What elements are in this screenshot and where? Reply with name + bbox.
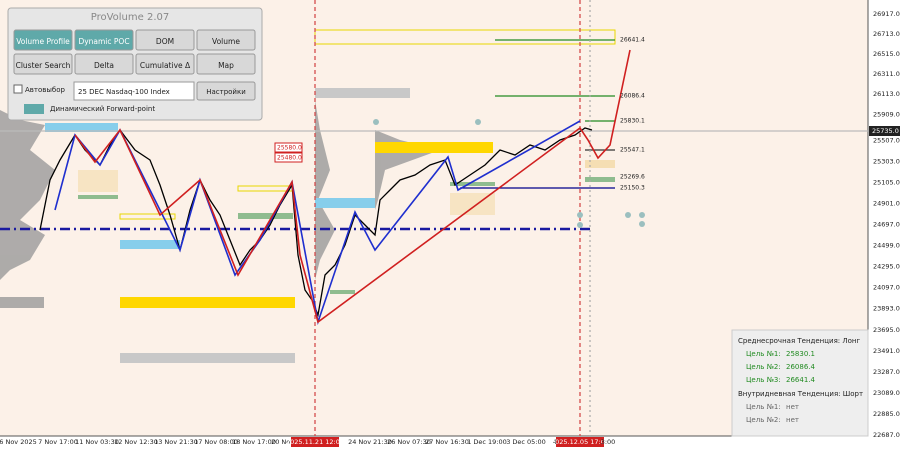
zones bbox=[45, 29, 616, 363]
target-value: нет bbox=[786, 416, 799, 424]
level-label: 25547.1 bbox=[620, 147, 645, 154]
price-label: 22885.0 bbox=[873, 410, 900, 418]
price-label: 23287.0 bbox=[873, 368, 900, 376]
price-label: 26917.0 bbox=[873, 10, 900, 18]
price-label: 22687.0 bbox=[873, 431, 900, 439]
time-label: 3 Dec 05:00 bbox=[506, 438, 546, 446]
target-name: Цель №2: bbox=[746, 363, 781, 371]
select-label: 25 DEC Nasdaq-100 Index bbox=[78, 88, 170, 96]
markers bbox=[373, 119, 645, 228]
time-axis-bg bbox=[0, 436, 868, 451]
current-price-bg bbox=[869, 126, 900, 136]
settings-label: Настройки bbox=[206, 88, 246, 96]
panel-button[interactable] bbox=[74, 53, 134, 75]
time-label: 2025.12.05 17:00 bbox=[551, 438, 609, 446]
time-highlight bbox=[556, 437, 604, 447]
provolume-panel: ProVolume 2.07 Volume Profile Dynamic POC… bbox=[7, 7, 263, 121]
price-label: 25105.0 bbox=[873, 178, 900, 186]
time-label: 24 Nov 21:30 bbox=[348, 438, 392, 446]
toggle[interactable] bbox=[24, 104, 44, 114]
time-label: 11 Nov 03:30 bbox=[75, 438, 119, 446]
time-label: 18 Nov 17:00 bbox=[232, 438, 276, 446]
panel-button[interactable] bbox=[196, 29, 256, 51]
panel-button[interactable] bbox=[74, 29, 134, 51]
current-price: 25735.0 bbox=[872, 127, 899, 135]
level-label: 25830.1 bbox=[620, 118, 645, 125]
toggle-label: Динамический Forward-point bbox=[50, 105, 155, 113]
panel-button-label: Map bbox=[218, 61, 234, 70]
panel-title: ProVolume 2.07 bbox=[91, 12, 170, 23]
zigzag-blue bbox=[54, 120, 581, 326]
price-label: 26515.0 bbox=[873, 50, 900, 58]
price-label: 24295.0 bbox=[873, 263, 900, 271]
price-label: 24901.0 bbox=[873, 199, 900, 207]
zigzag-red bbox=[74, 49, 631, 324]
target-name: Цель №1: bbox=[746, 403, 781, 411]
zone-label: 25580.0 bbox=[277, 145, 302, 152]
price-label: 23089.0 bbox=[873, 389, 900, 397]
panel-button-label: Volume Profile bbox=[16, 37, 70, 46]
trend-title: Внутридневная Тенденция: Шорт bbox=[738, 390, 863, 398]
price-label: 26311.0 bbox=[873, 70, 900, 78]
price-label: 24097.0 bbox=[873, 284, 900, 292]
price-label: 26113.0 bbox=[873, 90, 900, 98]
time-label: 3:00 bbox=[601, 438, 616, 446]
time-label: 27 Nov 16:30 bbox=[425, 438, 469, 446]
zone-label: 25480.0 bbox=[277, 155, 302, 162]
panel-button[interactable] bbox=[135, 53, 195, 75]
panel-button-label: Volume bbox=[212, 37, 240, 46]
panel-button-label: DOM bbox=[156, 37, 174, 46]
price-label: 26713.0 bbox=[873, 30, 900, 38]
target-name: Цель №1: bbox=[746, 350, 781, 358]
zone-label-box bbox=[274, 152, 303, 163]
price-line bbox=[39, 127, 593, 318]
panel-button-label: Cumulative Δ bbox=[140, 61, 191, 70]
select[interactable] bbox=[73, 81, 195, 101]
panel-button-label: Dynamic POC bbox=[78, 37, 129, 46]
level-label: 26086.4 bbox=[620, 93, 645, 100]
trend-title: Среднесрочная Тенденция: Лонг bbox=[738, 337, 860, 345]
panel-button-label: Cluster Search bbox=[16, 61, 71, 70]
price-label: 23893.0 bbox=[873, 305, 900, 313]
checkbox[interactable] bbox=[13, 84, 23, 94]
time-label: 6 Nov 2025 bbox=[0, 438, 37, 446]
time-label: 7 Nov 17:00 bbox=[38, 438, 78, 446]
target-value: 26086.4 bbox=[786, 363, 815, 371]
price-label: 24499.0 bbox=[873, 242, 900, 250]
target-value: 25830.1 bbox=[786, 350, 815, 358]
level-label: 26641.4 bbox=[620, 37, 645, 44]
price-label: 23695.0 bbox=[873, 326, 900, 334]
checkbox-label: Автовыбор bbox=[25, 86, 66, 94]
panel-button[interactable] bbox=[13, 29, 73, 51]
price-label: 25507.0 bbox=[873, 136, 900, 144]
panel-button[interactable] bbox=[196, 53, 256, 75]
target-name: Цель №3: bbox=[746, 376, 781, 384]
time-label: 2025.11.21 12:00 bbox=[286, 438, 344, 446]
panel-button[interactable] bbox=[135, 29, 195, 51]
info-box: Среднесрочная Тенденция: Лонг Цель №1: 258… bbox=[731, 329, 869, 437]
panel-button-label: Delta bbox=[94, 61, 114, 70]
settings-button[interactable] bbox=[196, 81, 256, 101]
price-label: 24697.0 bbox=[873, 221, 900, 229]
panel-button[interactable] bbox=[13, 53, 73, 75]
time-label: 1 Dec 19:00 bbox=[467, 438, 507, 446]
time-label: 17 Nov 08:00 bbox=[194, 438, 238, 446]
time-label: 13 Nov 21:30 bbox=[154, 438, 198, 446]
time-highlight bbox=[291, 437, 339, 447]
level-label: 25269.6 bbox=[620, 174, 645, 181]
time-label: 26 Nov 07:30 bbox=[387, 438, 431, 446]
target-name: Цель №2: bbox=[746, 416, 781, 424]
price-label: 25303.0 bbox=[873, 157, 900, 165]
level-label: 25150.3 bbox=[620, 185, 645, 192]
price-axis-bg bbox=[868, 0, 900, 451]
zone-label-box bbox=[274, 142, 303, 153]
time-label: 12 Nov 12:30 bbox=[114, 438, 158, 446]
price-label: 25909.0 bbox=[873, 110, 900, 118]
target-value: нет bbox=[786, 403, 799, 411]
price-label: 23491.0 bbox=[873, 347, 900, 355]
target-value: 26641.4 bbox=[786, 376, 815, 384]
